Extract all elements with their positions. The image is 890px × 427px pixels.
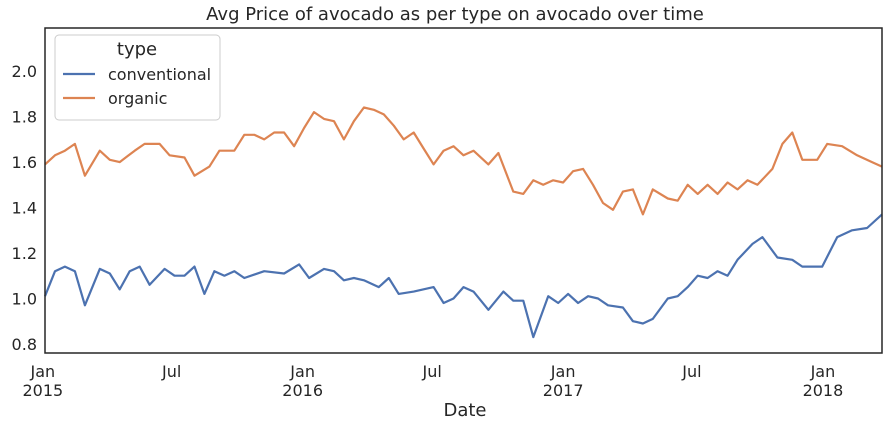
y-tick-label: 2.0	[12, 62, 37, 81]
y-tick-label: 1.8	[12, 108, 37, 127]
x-tick-year-label: 2017	[543, 381, 584, 400]
x-tick-year-label: 2015	[23, 381, 64, 400]
x-axis-title: Date	[443, 400, 486, 421]
y-tick-label: 1.4	[12, 199, 37, 218]
plot-area	[43, 106, 883, 339]
x-tick-label: Jul	[422, 362, 442, 381]
x-tick-year-label: 2018	[803, 381, 844, 400]
x-tick-label: Jan	[550, 362, 576, 381]
x-tick-label: Jul	[161, 362, 181, 381]
y-tick-label: 0.8	[12, 335, 37, 354]
x-tick-label: Jul	[681, 362, 701, 381]
x-tick-year-label: 2016	[282, 381, 323, 400]
chart-title: Avg Price of avocado as per type on avoc…	[206, 4, 704, 25]
x-tick-label: Jan	[810, 362, 836, 381]
legend: type conventional organic	[54, 34, 221, 121]
y-tick-label: 1.0	[12, 289, 37, 308]
legend-label-conventional: conventional	[108, 65, 211, 84]
y-tick-label: 1.6	[12, 153, 37, 172]
legend-title: type	[117, 39, 157, 60]
series-line-organic	[44, 106, 883, 216]
legend-box	[54, 34, 221, 121]
x-tick-label: Jan	[30, 362, 56, 381]
legend-label-organic: organic	[108, 89, 167, 108]
y-tick-label: 1.2	[12, 244, 37, 263]
y-axis-ticks: 0.8 1.0 1.2 1.4 1.6 1.8 2.0	[12, 62, 37, 354]
plot-frame	[44, 27, 883, 354]
x-tick-label: Jan	[289, 362, 315, 381]
series-line-conventional	[43, 213, 883, 339]
